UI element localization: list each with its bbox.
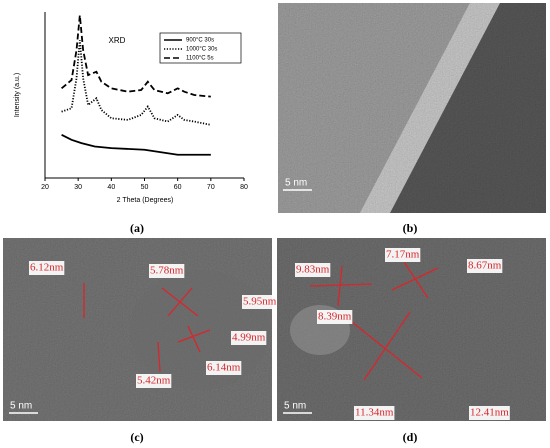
annotation-bg: [149, 264, 185, 278]
data-line: [61, 15, 211, 98]
annotation-bg: [469, 406, 510, 420]
panel-label: (d): [403, 430, 418, 444]
size-annotation: 8.67nm: [468, 260, 502, 272]
size-annotation: 9.83nm: [296, 264, 330, 276]
size-annotation: 11.34nm: [355, 407, 394, 419]
size-annotation: 6.12nm: [30, 262, 64, 274]
annotation-bg: [295, 263, 331, 277]
measure-lines: [83, 283, 211, 373]
size-annotation: 7.17nm: [386, 249, 420, 261]
data-line: [61, 134, 211, 156]
size-annotation: 6.14nm: [207, 362, 241, 374]
x-tick-label: 60: [174, 184, 182, 191]
x-tick-label: 50: [141, 184, 149, 191]
size-annotation: 5.42nm: [137, 375, 171, 387]
size-annotation: 12.41nm: [470, 407, 509, 419]
annotation-bg: [385, 248, 421, 262]
annotation-bg: [29, 261, 65, 275]
size-annotation: 8.39nm: [318, 311, 352, 323]
x-tick-label: 20: [41, 184, 49, 191]
legend-label: 900°C 30s: [186, 38, 214, 44]
chart-title: XRD: [109, 36, 126, 45]
panel-label: (a): [130, 221, 144, 235]
annotation-bg: [206, 361, 242, 375]
scale-bar-label: 5 nm: [285, 178, 307, 189]
x-axis-label: 2 Theta (Degrees): [117, 197, 174, 204]
tem-image-c: 5 nm 6.12nm 5.78nm 5.95nm 4.99nm 5.42nm 6.14n…: [3, 238, 278, 421]
size-annotation: 5.78nm: [150, 265, 184, 277]
scale-bar-label: 5 nm: [10, 401, 32, 412]
annotation-bg: [354, 406, 395, 420]
x-tick-label: 80: [240, 184, 248, 191]
scale-bar-label: 5 nm: [284, 401, 306, 412]
measure-lines: [309, 261, 439, 381]
tem-image-b: 5 nm: [278, 3, 546, 213]
annotation-bg: [467, 259, 503, 273]
annotation-bg: [317, 310, 353, 324]
x-tick-label: 40: [107, 184, 115, 191]
x-tick-label: 70: [207, 184, 215, 191]
size-annotation: 4.99nm: [232, 332, 266, 344]
legend-label: 1000°C 30s: [186, 47, 217, 53]
annotation-bg: [231, 331, 267, 345]
y-axis-label: Intensity (a.u.): [14, 73, 21, 117]
size-annotation: 5.95nm: [243, 296, 277, 308]
panel-label: (b): [403, 221, 418, 235]
tem-image-d: 5 nm 9.83nm 7.17nm 8.67nm 8.39nm 11.34nm 12.4…: [277, 238, 546, 421]
xrd-chart: XRD 2 Theta (Degrees) Intensity (a.u.) 2…: [14, 12, 248, 204]
legend-label: 1100°C 5s: [186, 56, 214, 62]
panel-label: (c): [130, 430, 143, 444]
x-tick-label: 30: [74, 184, 82, 191]
annotation-bg: [136, 374, 172, 388]
annotation-bg: [242, 295, 278, 309]
